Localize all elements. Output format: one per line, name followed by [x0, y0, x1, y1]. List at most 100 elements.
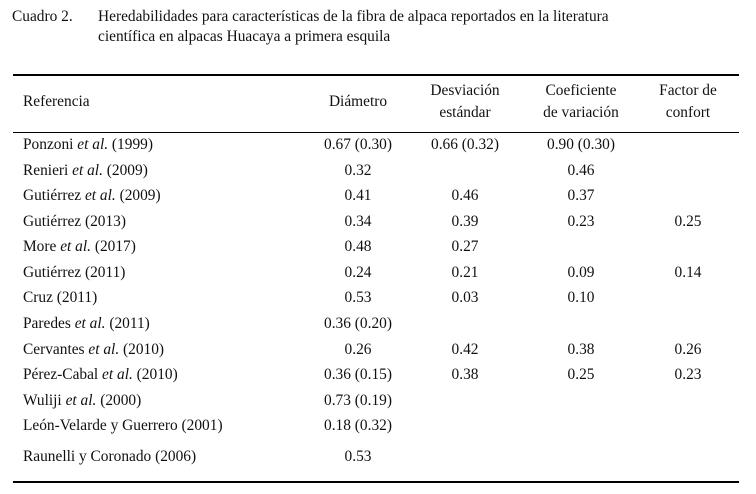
- cell-referencia: Wuliji et al. (2000): [23, 390, 141, 412]
- cell-desviacion-estandar: 0.46: [451, 187, 479, 204]
- table-row: Cervantes et al. (2010) 0.26 0.42 0.38 0.26: [0, 339, 756, 365]
- header-factor-line-1: Factor de: [659, 82, 717, 99]
- cell-coeficiente-variacion: 0.90 (0.30): [547, 136, 615, 153]
- cell-diametro: 0.18 (0.32): [324, 417, 392, 434]
- cell-referencia: Gutiérrez et al. (2009): [23, 185, 161, 207]
- reference-author: Paredes: [23, 315, 71, 332]
- cell-diametro: 0.32: [344, 162, 372, 179]
- reference-author: Wuliji: [23, 392, 62, 409]
- reference-year: (1999): [108, 136, 153, 153]
- table-row: Pérez-Cabal et al. (2010) 0.36 (0.15) 0.38…: [0, 364, 756, 390]
- reference-year: (2010): [119, 341, 165, 358]
- cell-diametro: 0.36 (0.20): [324, 315, 392, 332]
- cell-referencia: Renieri et al. (2009): [23, 160, 148, 182]
- reference-year: (2000): [96, 392, 142, 409]
- table-row: Renieri et al. (2009) 0.32 0.46: [0, 160, 756, 186]
- cell-factor-confort: 0.26: [674, 341, 702, 358]
- reference-year: (2011): [105, 315, 150, 332]
- table-row: More et al. (2017) 0.48 0.27: [0, 236, 756, 262]
- reference-author: Ponzoni: [23, 136, 74, 153]
- cell-coeficiente-variacion: 0.37: [567, 187, 595, 204]
- reference-et-al: et al.: [61, 392, 97, 409]
- table-row: Raunelli y Coronado (2006) 0.53: [0, 446, 756, 472]
- cell-coeficiente-variacion: 0.46: [567, 162, 595, 179]
- cell-desviacion-estandar: 0.03: [451, 289, 479, 306]
- header-coeficiente-line-1: Coeficiente: [545, 82, 617, 99]
- table-row: Paredes et al. (2011) 0.36 (0.20): [0, 313, 756, 339]
- header-coeficiente-line-2: de variación: [543, 104, 619, 121]
- header-referencia: Referencia: [23, 93, 90, 110]
- cell-referencia: Raunelli y Coronado (2006): [23, 446, 196, 468]
- cell-coeficiente-variacion: 0.09: [567, 264, 595, 281]
- table-row: Ponzoni et al. (1999) 0.67 (0.30) 0.66 (0.…: [0, 134, 756, 160]
- cell-diametro: 0.36 (0.15): [324, 366, 392, 383]
- cell-diametro: 0.48: [344, 238, 372, 255]
- cell-referencia: Paredes et al. (2011): [23, 313, 150, 335]
- cell-desviacion-estandar: 0.38: [451, 366, 479, 383]
- reference-author: Pérez-Cabal: [23, 366, 99, 383]
- cell-desviacion-estandar: 0.42: [451, 341, 479, 358]
- cell-referencia: Pérez-Cabal et al. (2010): [23, 364, 178, 386]
- reference-author: Gutiérrez: [23, 213, 82, 230]
- cell-referencia: Cervantes et al. (2010): [23, 339, 164, 361]
- reference-year: (2009): [115, 187, 161, 204]
- reference-et-al: et al.: [73, 136, 109, 153]
- reference-author: More: [23, 238, 57, 255]
- reference-year: (2011): [52, 289, 98, 306]
- header-desviacion-line-2: estándar: [439, 104, 491, 121]
- table-row: Gutiérrez (2013) 0.34 0.39 0.23 0.25: [0, 211, 756, 237]
- cell-diametro: 0.24: [344, 264, 372, 281]
- cell-diametro: 0.41: [344, 187, 372, 204]
- cell-diametro: 0.26: [344, 341, 372, 358]
- table-row: Wuliji et al. (2000) 0.73 (0.19): [0, 390, 756, 416]
- table-row: Cruz (2011) 0.53 0.03 0.10: [0, 287, 756, 313]
- reference-et-al: et al.: [84, 341, 120, 358]
- header-diametro: Diámetro: [328, 93, 388, 110]
- caption-title-line-2: científica en alpacas Huacaya a primera …: [98, 28, 391, 45]
- cell-desviacion-estandar: 0.66 (0.32): [431, 136, 499, 153]
- reference-author: Gutiérrez: [23, 187, 82, 204]
- cell-diametro: 0.53: [344, 448, 372, 465]
- cell-coeficiente-variacion: 0.25: [567, 366, 595, 383]
- cell-coeficiente-variacion: 0.10: [567, 289, 595, 306]
- table-caption: Cuadro 2. Heredabilidades para caracterís…: [12, 7, 752, 47]
- table-header-rule: [13, 132, 739, 133]
- cell-referencia: Gutiérrez (2013): [23, 211, 126, 233]
- header-coeficiente: Coeficiente de variación: [520, 80, 642, 124]
- table-row: Gutiérrez et al. (2009) 0.41 0.46 0.37: [0, 185, 756, 211]
- cell-diametro: 0.73 (0.19): [324, 392, 392, 409]
- caption-line-1: Cuadro 2. Heredabilidades para caracterís…: [12, 7, 752, 27]
- cell-coeficiente-variacion: 0.23: [567, 213, 595, 230]
- reference-year: (2006): [151, 448, 197, 465]
- reference-author: León-Velarde y Guerrero: [23, 417, 178, 434]
- reference-year: (2011): [81, 264, 126, 281]
- cell-referencia: León-Velarde y Guerrero (2001): [23, 415, 223, 437]
- reference-author: Renieri: [23, 162, 69, 179]
- cell-coeficiente-variacion: 0.38: [567, 341, 595, 358]
- reference-et-al: et al.: [81, 187, 116, 204]
- table-row: Gutiérrez (2011) 0.24 0.21 0.09 0.14: [0, 262, 756, 288]
- reference-author: Cruz: [23, 289, 53, 306]
- reference-year: (2017): [90, 238, 136, 255]
- cell-referencia: More et al. (2017): [23, 236, 136, 258]
- table-top-rule: [13, 74, 739, 76]
- cell-diametro: 0.67 (0.30): [324, 136, 392, 153]
- cell-referencia: Cruz (2011): [23, 287, 97, 309]
- reference-year: (2001): [177, 417, 223, 434]
- reference-year: (2013): [81, 213, 126, 230]
- header-factor: Factor de confort: [638, 80, 738, 124]
- cell-factor-confort: 0.14: [674, 264, 702, 281]
- reference-year: (2009): [102, 162, 148, 179]
- table-bottom-rule: [13, 481, 739, 483]
- header-desviacion: Desviación estándar: [410, 80, 520, 124]
- caption-number: Cuadro 2.: [12, 8, 73, 25]
- reference-author: Gutiérrez: [23, 264, 82, 281]
- caption-title-line-1: Heredabilidades para características de …: [98, 8, 609, 25]
- reference-year: (2010): [132, 366, 178, 383]
- header-desviacion-line-1: Desviación: [430, 82, 500, 99]
- reference-author: Cervantes: [23, 341, 85, 358]
- cell-diametro: 0.34: [344, 213, 372, 230]
- cell-desviacion-estandar: 0.39: [451, 213, 479, 230]
- cell-factor-confort: 0.25: [674, 213, 702, 230]
- cell-referencia: Ponzoni et al. (1999): [23, 134, 153, 156]
